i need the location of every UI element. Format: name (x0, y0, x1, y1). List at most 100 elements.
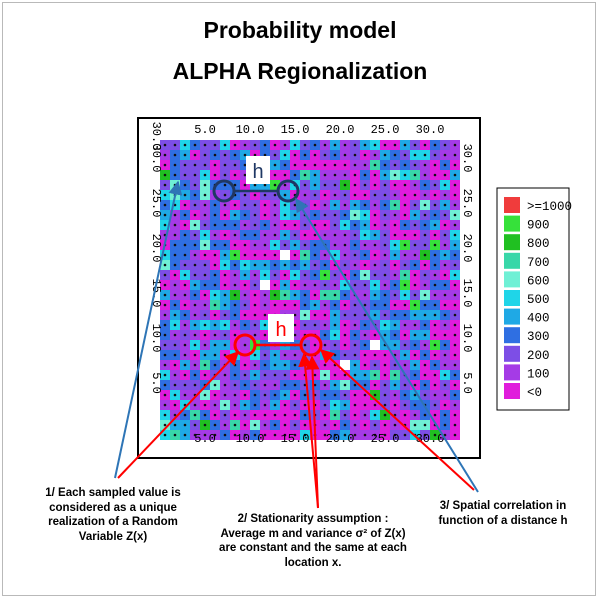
sample-dot (413, 353, 417, 357)
sample-dot (243, 253, 247, 257)
sample-dot (353, 163, 357, 167)
legend-swatch (504, 383, 520, 399)
sample-dot (323, 233, 327, 237)
sample-dot (403, 273, 407, 277)
sample-dot (403, 253, 407, 257)
sample-dot (193, 203, 197, 207)
sample-dot (233, 213, 237, 217)
sample-dot (423, 263, 427, 267)
sample-dot (443, 173, 447, 177)
sample-dot (443, 393, 447, 397)
sample-dot (453, 393, 457, 397)
sample-dot (263, 143, 267, 147)
sample-dot (163, 313, 167, 317)
sample-dot (403, 193, 407, 197)
sample-dot (423, 353, 427, 357)
sample-dot (343, 163, 347, 167)
sample-dot (233, 413, 237, 417)
sample-dot (333, 393, 337, 397)
sample-dot (223, 383, 227, 387)
sample-dot (333, 323, 337, 327)
sample-dot (433, 243, 437, 247)
sample-dot (293, 283, 297, 287)
sample-dot (453, 243, 457, 247)
sample-dot (253, 413, 257, 417)
sample-dot (283, 293, 287, 297)
sample-dot (403, 173, 407, 177)
sample-dot (323, 273, 327, 277)
lag-label-bottom: h (275, 319, 286, 341)
sample-dot (353, 153, 357, 157)
sample-dot (433, 403, 437, 407)
y-tick-label-left: 25.0 (149, 189, 163, 218)
legend-swatch (504, 252, 520, 269)
legend-swatch (504, 197, 520, 213)
sample-dot (303, 223, 307, 227)
empty-cell (280, 250, 290, 260)
sample-dot (283, 143, 287, 147)
sample-dot (313, 243, 317, 247)
sample-dot (263, 433, 267, 437)
sample-dot (273, 153, 277, 157)
sample-dot (433, 223, 437, 227)
sample-dot (333, 353, 337, 357)
sample-dot (173, 303, 177, 307)
legend-label: 400 (527, 312, 550, 326)
sample-dot (353, 213, 357, 217)
x-tick-label-bottom: 10.0 (236, 432, 265, 446)
sample-dot (343, 243, 347, 247)
sample-dot (383, 183, 387, 187)
sample-dot (293, 223, 297, 227)
sample-dot (183, 143, 187, 147)
arrow-note1-to-grid (114, 180, 183, 479)
sample-dot (393, 403, 397, 407)
sample-dot (363, 363, 367, 367)
sample-dot (303, 233, 307, 237)
sample-dot (273, 203, 277, 207)
sample-dot (353, 203, 357, 207)
sample-dot (233, 233, 237, 237)
sample-dot (293, 423, 297, 427)
sample-dot (403, 413, 407, 417)
sample-dot (213, 153, 217, 157)
sample-dot (313, 163, 317, 167)
sample-dot (433, 143, 437, 147)
sample-dot (273, 373, 277, 377)
sample-dot (173, 333, 177, 337)
sample-dot (403, 333, 407, 337)
legend-swatch (504, 364, 520, 381)
sample-dot (323, 373, 327, 377)
sample-dot (403, 203, 407, 207)
y-tick-label-left: 30.0 (149, 144, 163, 173)
sample-dot (183, 413, 187, 417)
sample-dot (383, 323, 387, 327)
sample-dot (203, 243, 207, 247)
sample-dot (333, 423, 337, 427)
legend-label: 600 (527, 274, 550, 288)
sample-dot (193, 263, 197, 267)
sample-dot (343, 213, 347, 217)
sample-dot (443, 323, 447, 327)
sample-dot (393, 343, 397, 347)
sample-dot (263, 403, 267, 407)
sample-dot (443, 383, 447, 387)
sample-dot (233, 163, 237, 167)
sample-dot (173, 223, 177, 227)
sample-dot (443, 143, 447, 147)
sample-dot (243, 203, 247, 207)
sample-dot (353, 383, 357, 387)
lag-label-bottom-box (268, 314, 294, 342)
y-tick-label-left: 5.0 (149, 372, 163, 394)
sample-dot (333, 403, 337, 407)
sample-dot (213, 203, 217, 207)
sample-dot (293, 323, 297, 327)
sample-dot (193, 353, 197, 357)
sample-dot (333, 283, 337, 287)
sample-dot (433, 303, 437, 307)
sample-dot (223, 243, 227, 247)
sample-dot (233, 153, 237, 157)
legend-swatch (504, 308, 520, 325)
sample-dot (393, 283, 397, 287)
sample-circle-bottom-left (233, 333, 257, 357)
